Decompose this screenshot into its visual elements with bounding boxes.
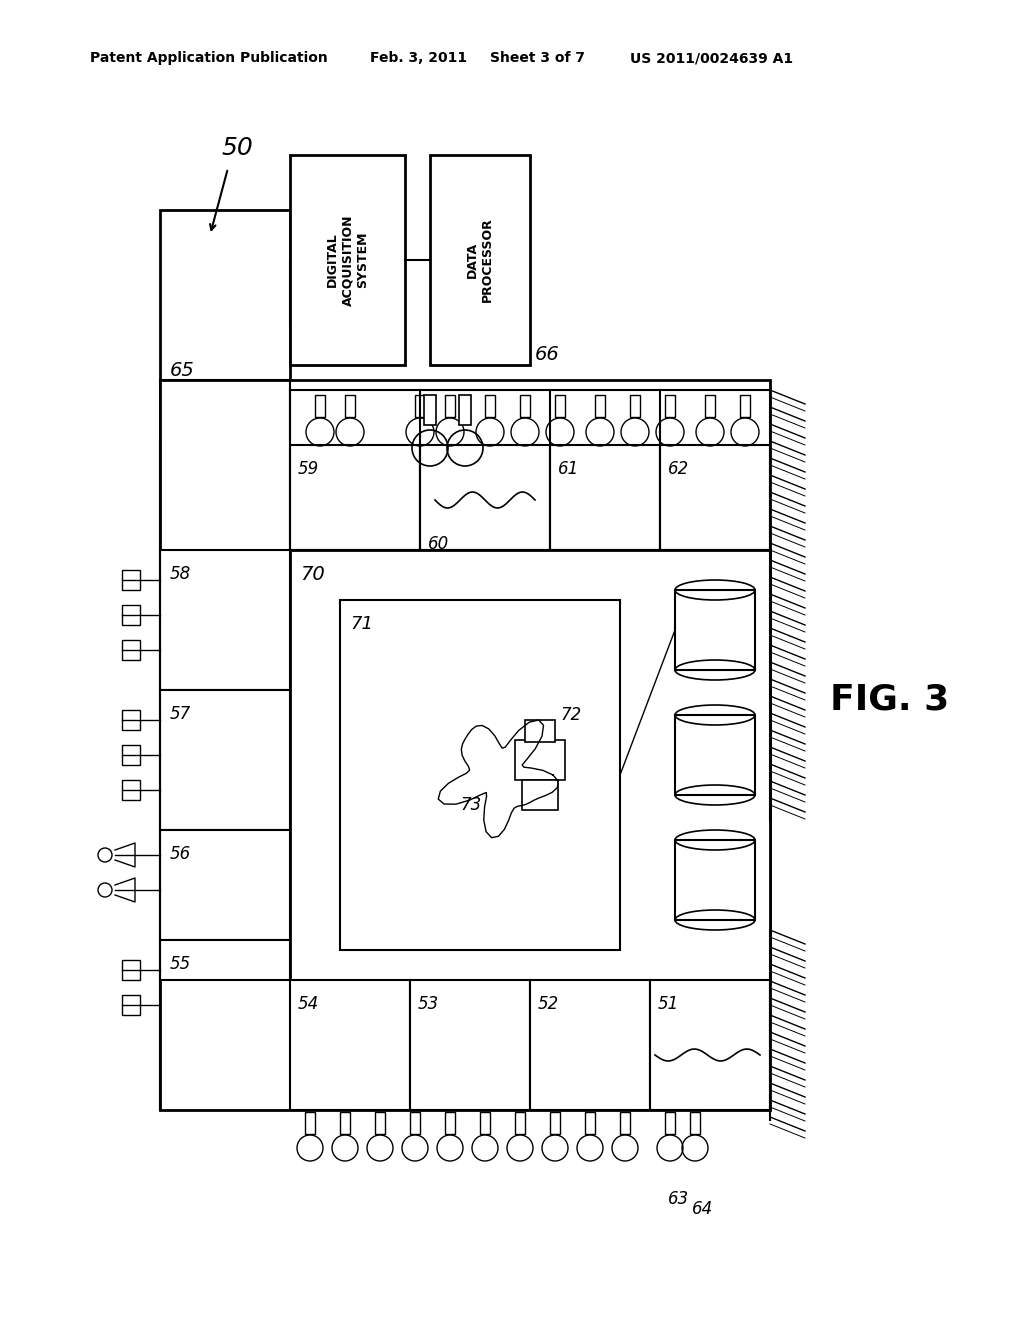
Bar	[122, 780, 140, 800]
Text: Feb. 3, 2011: Feb. 3, 2011	[370, 51, 467, 65]
Bar	[290, 445, 420, 550]
Text: 59: 59	[298, 459, 319, 478]
Bar	[550, 445, 660, 550]
Bar	[485, 395, 495, 417]
Bar	[420, 445, 550, 550]
Text: 51: 51	[658, 995, 679, 1012]
Text: DIGITAL
ACQUISITION
SYSTEM: DIGITAL ACQUISITION SYSTEM	[326, 214, 369, 306]
Text: 66: 66	[535, 345, 560, 364]
Text: DATA
PROCESSOR: DATA PROCESSOR	[466, 218, 494, 302]
Text: 55: 55	[170, 954, 191, 973]
Text: 71: 71	[350, 615, 373, 634]
Bar	[160, 830, 290, 940]
Bar	[550, 1111, 560, 1134]
Bar	[160, 940, 290, 979]
Text: 63: 63	[668, 1191, 689, 1208]
Text: 54: 54	[298, 995, 319, 1012]
Bar	[555, 395, 565, 417]
Bar	[424, 395, 436, 425]
Bar	[445, 1111, 455, 1134]
Bar	[415, 395, 425, 417]
Bar	[122, 570, 140, 590]
Bar	[585, 1111, 595, 1134]
Text: 64: 64	[692, 1200, 714, 1218]
Bar	[160, 210, 290, 440]
Bar	[305, 1111, 315, 1134]
Text: 50: 50	[222, 136, 254, 160]
Bar	[340, 1111, 350, 1134]
Bar	[650, 979, 770, 1110]
Bar	[340, 601, 620, 950]
Bar	[122, 995, 140, 1015]
Bar	[410, 1111, 420, 1134]
Bar	[675, 715, 755, 795]
Bar	[675, 840, 755, 920]
Text: 58: 58	[170, 565, 191, 583]
Bar	[515, 741, 565, 780]
Bar	[665, 395, 675, 417]
Bar	[459, 395, 471, 425]
Bar	[520, 395, 530, 417]
Bar	[522, 780, 558, 810]
Bar	[410, 979, 530, 1110]
Text: 70: 70	[300, 565, 325, 583]
Bar	[740, 395, 750, 417]
Text: 73: 73	[460, 796, 481, 814]
Bar	[445, 395, 455, 417]
Text: US 2011/0024639 A1: US 2011/0024639 A1	[630, 51, 794, 65]
Bar	[122, 744, 140, 766]
Bar	[290, 550, 770, 979]
Bar	[122, 710, 140, 730]
Text: 60: 60	[428, 535, 450, 553]
Text: 61: 61	[558, 459, 580, 478]
Text: 62: 62	[668, 459, 689, 478]
Bar	[690, 1111, 700, 1134]
Text: Sheet 3 of 7: Sheet 3 of 7	[490, 51, 585, 65]
Bar	[525, 719, 555, 742]
Bar	[160, 690, 290, 830]
Bar	[675, 590, 755, 671]
Bar	[480, 1111, 490, 1134]
Bar	[705, 395, 715, 417]
Bar	[620, 1111, 630, 1134]
Bar	[595, 395, 605, 417]
Text: 52: 52	[538, 995, 559, 1012]
Text: FIG. 3: FIG. 3	[830, 682, 949, 717]
Text: 53: 53	[418, 995, 439, 1012]
Text: 72: 72	[560, 706, 582, 723]
Bar	[315, 395, 325, 417]
Bar	[345, 395, 355, 417]
Bar	[160, 380, 770, 1110]
Bar	[122, 960, 140, 979]
Text: 56: 56	[170, 845, 191, 863]
Bar	[530, 979, 650, 1110]
Bar	[660, 445, 770, 550]
Bar	[665, 1111, 675, 1134]
Text: 65: 65	[170, 360, 195, 380]
Bar	[290, 979, 410, 1110]
Bar	[515, 1111, 525, 1134]
Bar	[122, 640, 140, 660]
Text: 57: 57	[170, 705, 191, 723]
Bar	[160, 550, 290, 690]
Bar	[630, 395, 640, 417]
Text: Patent Application Publication: Patent Application Publication	[90, 51, 328, 65]
Bar	[375, 1111, 385, 1134]
Bar	[122, 605, 140, 624]
Bar	[430, 154, 530, 366]
Bar	[290, 154, 406, 366]
